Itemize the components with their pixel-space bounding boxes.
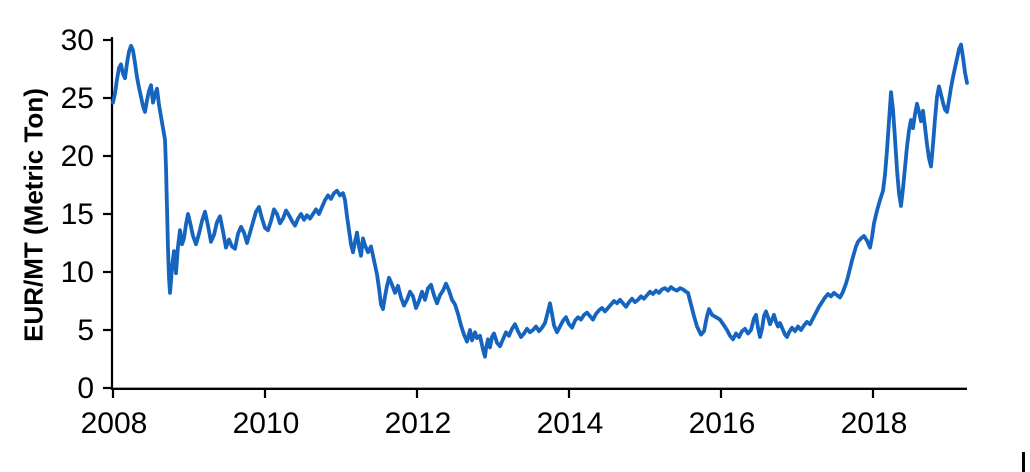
- y-tick-label: 5: [77, 314, 94, 347]
- x-tick-label: 2010: [233, 407, 300, 440]
- y-tick-label: 20: [61, 140, 94, 173]
- caret-mark: [1022, 452, 1025, 472]
- y-tick-label: 10: [61, 256, 94, 289]
- x-tick-label: 2016: [689, 407, 756, 440]
- x-tick-label: 2018: [841, 407, 908, 440]
- x-tick-label: 2008: [81, 407, 148, 440]
- y-tick-label: 25: [61, 82, 94, 115]
- x-tick-label: 2014: [537, 407, 604, 440]
- y-tick-label: 15: [61, 198, 94, 231]
- y-tick-label: 0: [77, 372, 94, 405]
- y-tick-label: 30: [61, 24, 94, 57]
- x-tick-label: 2012: [385, 407, 452, 440]
- price-line: [111, 42, 969, 359]
